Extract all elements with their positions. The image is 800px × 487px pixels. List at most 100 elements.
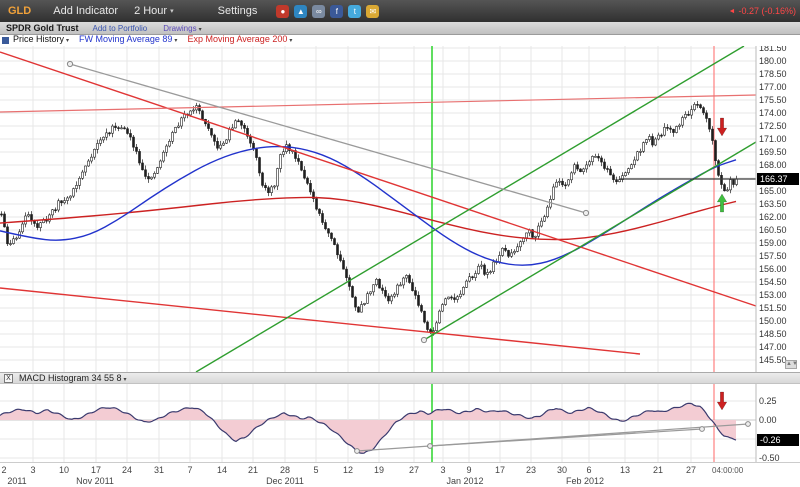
down-arrow-icon: ◄ [728,7,736,15]
month-label: Dec 2011 [266,476,304,486]
date-tick-label: 12 [342,465,354,475]
price-history-label: Price History [13,34,65,44]
date-axis: 04:00:00 2 3 10 17 24 31 7 14 21 28 5 12 19 27 3 9 17 23 3… [0,462,800,487]
chart-share-icon[interactable]: ▲ [294,4,308,18]
date-tick-label: 19 [373,465,385,475]
ma-slow-dropdown[interactable]: Exp Moving Average 200 ▾ [187,34,292,47]
trendlines[interactable] [0,46,757,372]
drawing-handle[interactable] [427,443,433,449]
ma-slow-line [0,196,737,241]
price-axis-label: 181.50 [759,42,787,53]
date-tick-label: 23 [525,465,537,475]
price-axis-label: 168.00 [759,159,787,170]
camera-icon[interactable]: ● [276,4,290,18]
ma-fast-line [0,145,737,266]
price-axis-label: 153.00 [759,289,787,300]
drawing-handle[interactable] [66,60,74,68]
add-to-portfolio-link[interactable]: Add to Portfolio [92,23,148,33]
trendline[interactable] [356,423,749,452]
date-tick-label: 7 [187,465,193,475]
drawings-label: Drawings [163,23,197,33]
price-axis-label: 159.00 [759,237,787,248]
macd-axis-label: 0.00 [759,414,777,425]
chevron-down-icon: ▾ [289,38,293,44]
macd-axis-label: -0.50 [759,452,780,463]
date-tick-label: 17 [90,465,102,475]
price-axis-label: 160.50 [759,224,787,235]
symbol-label[interactable]: GLD [8,5,32,17]
trendline[interactable] [423,141,757,341]
price-change: ◄ -0.27 (-0.16%) [729,6,796,16]
share-icons: ● ▲ ∞ f t ✉ [271,4,380,18]
macd-indicator-label: MACD Histogram 34 55 8 [19,373,122,383]
price-axis-label: 154.50 [759,276,787,287]
date-tick-label: 17 [494,465,506,475]
drawing-handle[interactable] [582,209,590,217]
trendline[interactable] [429,428,703,447]
price-axis-label: 172.50 [759,120,787,131]
date-tick-label: 24 [121,465,133,475]
instrument-name: SPDR Gold Trust [6,23,79,33]
chevron-down-icon: ▾ [198,26,202,33]
change-text: -0.27 (-0.16%) [738,6,796,16]
ma-fast-dropdown[interactable]: FW Moving Average 89 ▾ [79,34,177,47]
interval-dropdown[interactable]: 2 Hour ▾ [134,5,174,17]
ma-slow-label: Exp Moving Average 200 [187,34,288,44]
axis-scale-handle[interactable]: ▲▼ [785,360,798,369]
month-label: 2011 [7,476,27,486]
drawing-handle[interactable] [354,448,360,454]
macd-line [0,402,737,454]
candlesticks [0,101,738,336]
trendline[interactable] [0,94,757,113]
trendline[interactable] [195,46,745,372]
date-tick-label: 14 [216,465,228,475]
close-icon[interactable]: X [4,373,13,383]
last-bar-time: 04:00:00 [712,466,744,475]
macd-chart[interactable] [0,384,757,462]
email-icon[interactable]: ✉ [366,4,380,18]
date-tick-label: 10 [58,465,70,475]
date-tick-label: 27 [408,465,420,475]
date-tick-label: 21 [247,465,259,475]
price-axis-label: 145.50 [759,354,787,365]
price-axis-label: 178.50 [759,68,787,79]
trendline[interactable] [69,63,587,214]
drawing-handle[interactable] [745,421,751,427]
add-indicator-button[interactable]: Add Indicator [53,5,119,17]
price-axis-label: 162.00 [759,211,787,222]
price-axis-label: 157.50 [759,250,787,261]
drawing-handle[interactable] [699,426,705,432]
drawings-menu[interactable]: Drawings ▾ [163,24,201,33]
chevron-down-icon: ▾ [170,8,174,15]
interval-label: 2 Hour [134,5,168,17]
main-chart[interactable] [0,46,757,372]
date-tick-label: 27 [685,465,697,475]
date-tick-label: 3 [440,465,446,475]
trendline[interactable] [0,51,757,307]
settings-button[interactable]: Settings [217,5,258,17]
sell-arrow [716,117,728,137]
link-icon[interactable]: ∞ [312,4,326,18]
date-tick-label: 9 [466,465,472,475]
macd-value-badge: -0.26 [757,433,799,446]
price-axis-label: 147.00 [759,341,787,352]
date-tick-label: 3 [30,465,36,475]
price-axis-label: 180.00 [759,55,787,66]
macd-header: X MACD Histogram 34 55 8 ▾ [0,372,800,384]
macd-indicator-dropdown[interactable]: MACD Histogram 34 55 8 ▾ [19,373,127,383]
price-axis-label: 163.50 [759,198,787,209]
date-tick-label: 2 [1,465,7,475]
price-history-dropdown[interactable]: Price History ▾ [13,34,69,47]
ma-fast-label: FW Moving Average 89 [79,34,173,44]
date-tick-label: 21 [652,465,664,475]
facebook-icon[interactable]: f [330,4,344,18]
macd-axis-label: 0.25 [759,395,777,406]
date-tick-label: 28 [279,465,291,475]
date-tick-label: 6 [586,465,592,475]
twitter-icon[interactable]: t [348,4,362,18]
price-axis-label: 150.00 [759,315,787,326]
chevron-down-icon: ▾ [123,377,127,383]
symbol-bar: SPDR Gold Trust Add to Portfolio Drawing… [0,22,800,35]
trendline[interactable] [0,287,641,355]
drawing-handle[interactable] [420,336,428,344]
